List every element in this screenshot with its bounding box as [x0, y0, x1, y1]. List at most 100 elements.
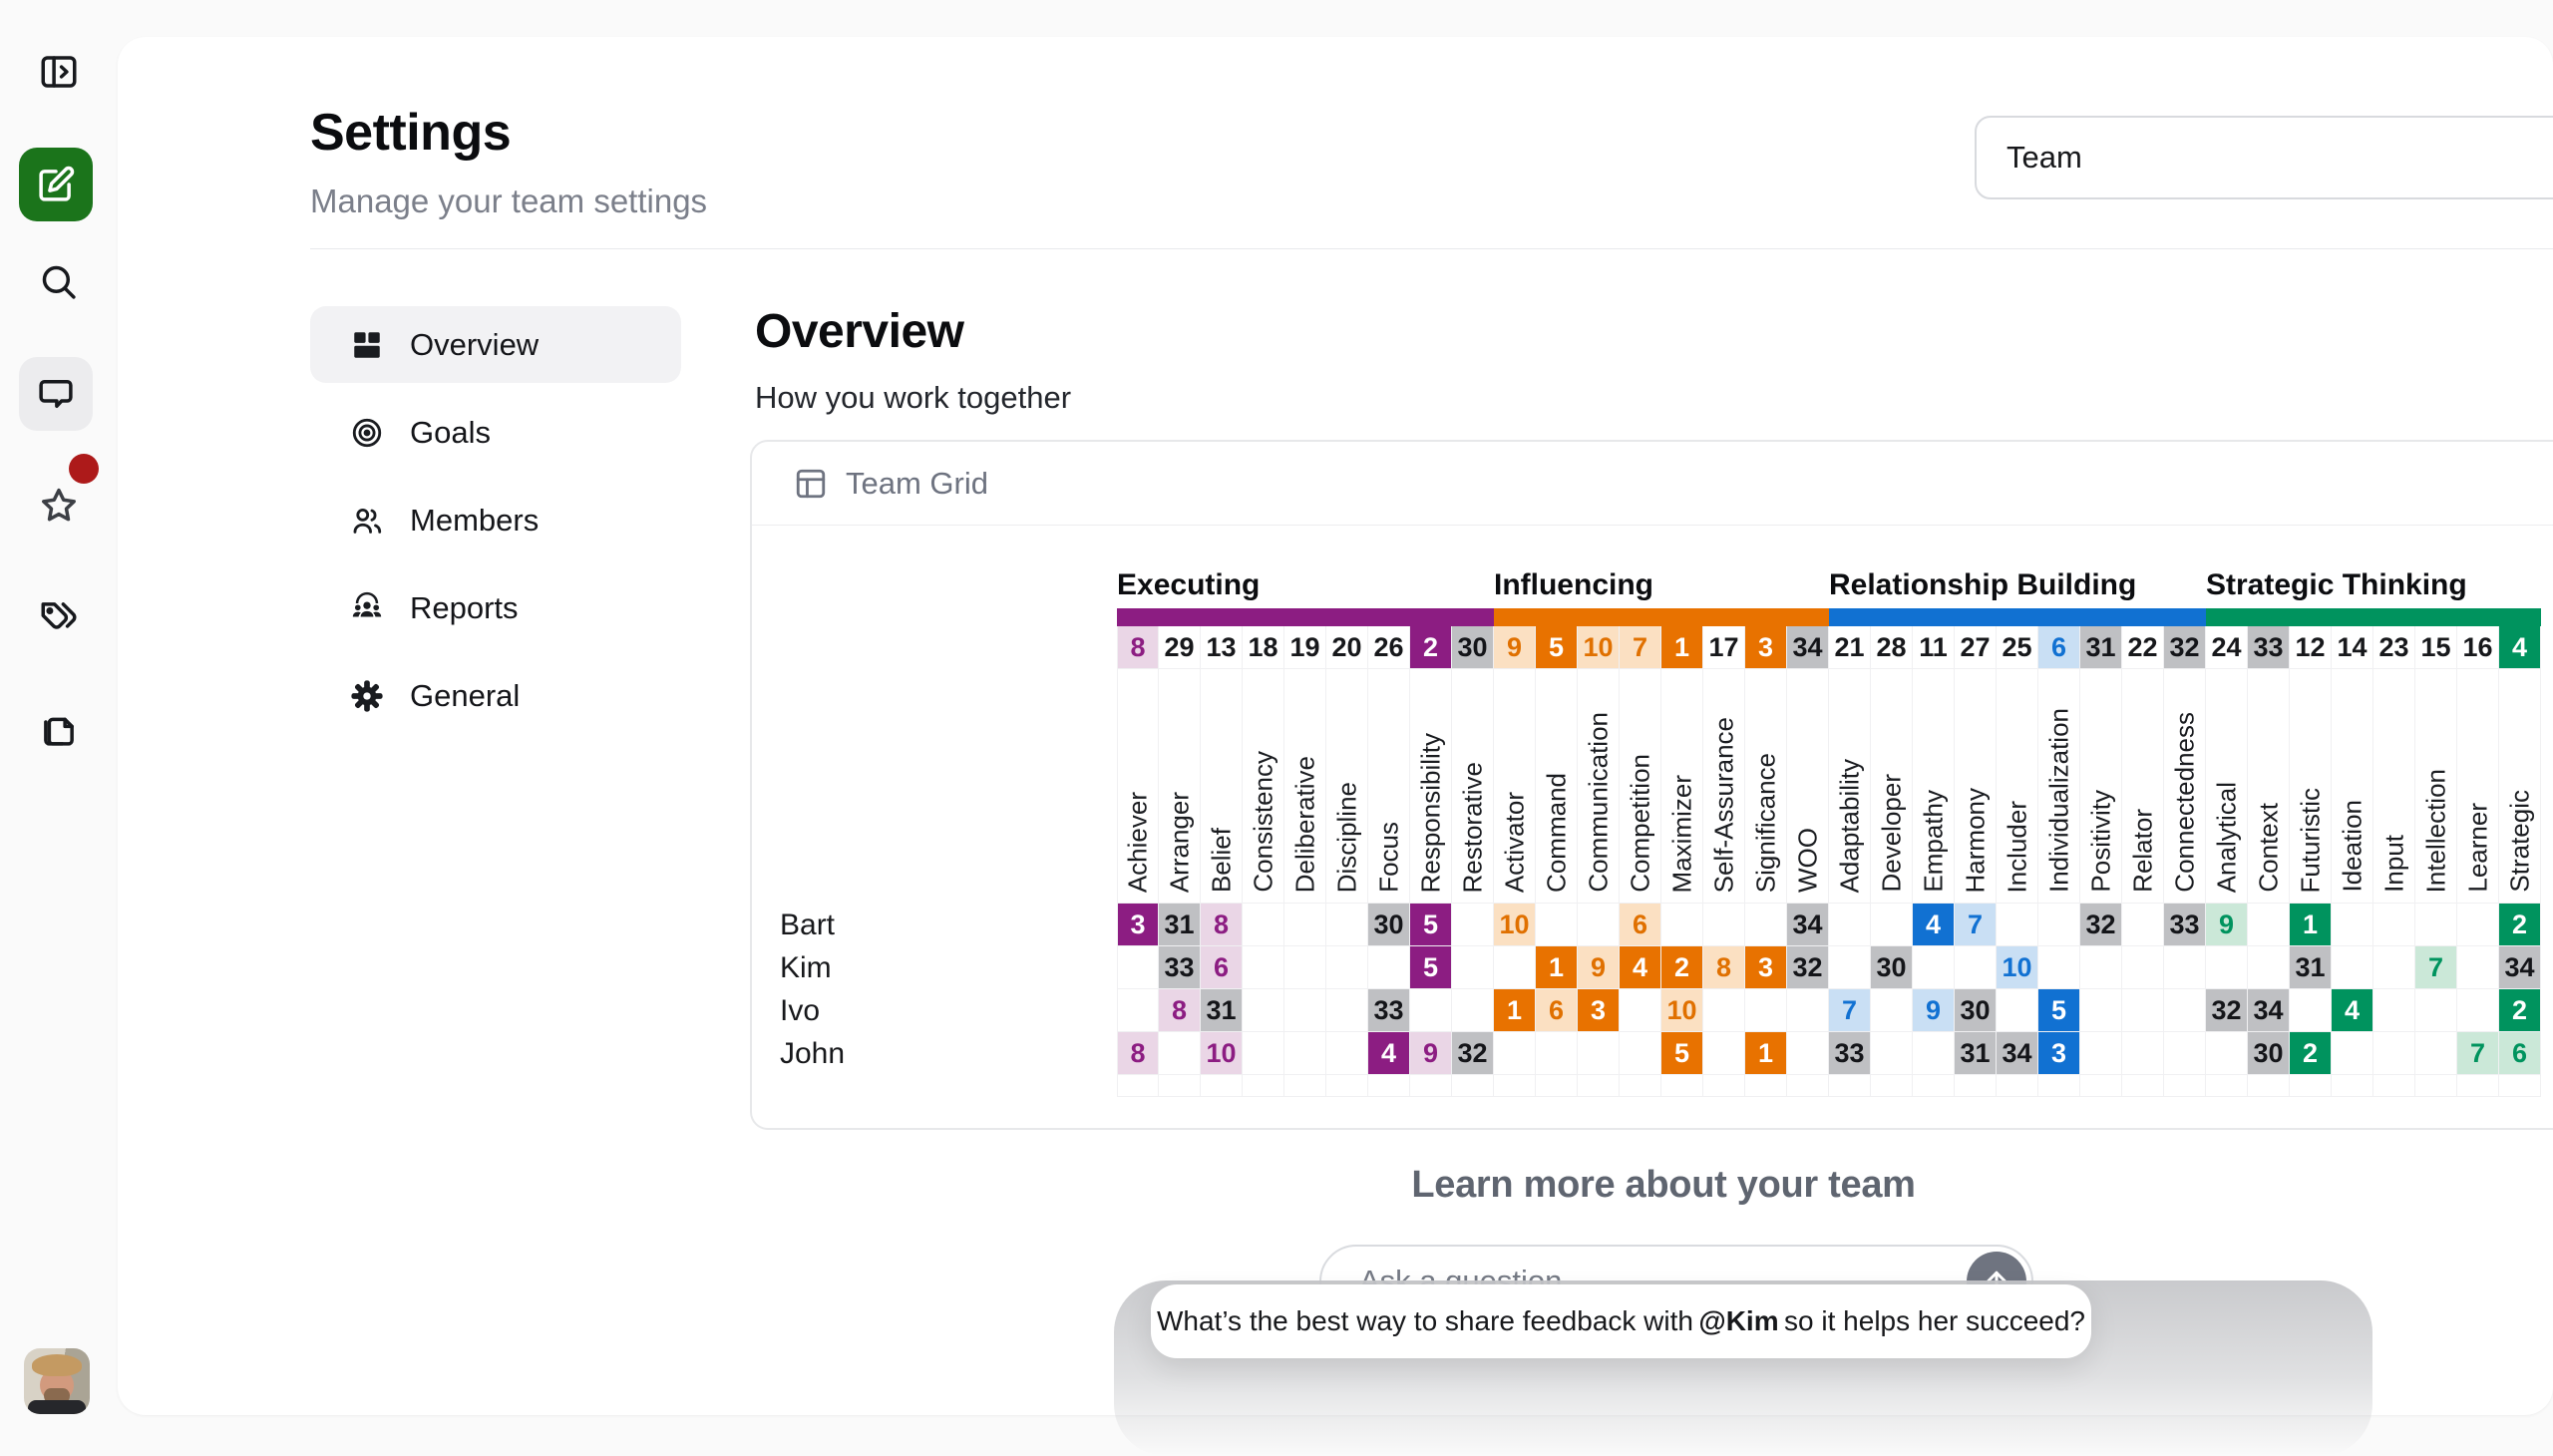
grid-cell: 1	[2290, 904, 2332, 946]
nav-item-members[interactable]: Members	[310, 482, 681, 558]
grid-cell: 30	[2248, 1032, 2290, 1075]
theme-label-cell: Input	[2373, 669, 2415, 904]
grid-cell	[1326, 946, 1368, 989]
grid-cell: 30	[1955, 989, 1997, 1032]
grid-cell: 4	[2332, 989, 2373, 1032]
grid-cell	[1661, 904, 1703, 946]
sidebar-toggle-icon[interactable]	[38, 51, 80, 93]
team-selector-value: Team	[2006, 140, 2082, 175]
nav-label: Members	[410, 502, 540, 538]
empty-cell	[1452, 1075, 1494, 1097]
theme-label: Achiever	[1122, 791, 1153, 893]
theme-label: Context	[2253, 803, 2283, 893]
learn-more-heading: Learn more about your team	[1411, 1164, 1916, 1206]
grid-cell: 7	[1829, 989, 1871, 1032]
theme-label: Responsibility	[1415, 732, 1445, 893]
section-subheading: How you work together	[755, 380, 1072, 415]
theme-label-cell: Belief	[1201, 669, 1243, 904]
nav-item-general[interactable]: General	[310, 657, 681, 734]
empty-cell	[2164, 1075, 2206, 1097]
user-avatar[interactable]	[24, 1348, 90, 1414]
avatar-cap	[32, 1354, 82, 1376]
trailing-row	[752, 1075, 2541, 1097]
people-group-icon	[352, 591, 382, 616]
theme-label-cell: Activator	[1494, 669, 1536, 904]
grid-cell: 33	[2164, 904, 2206, 946]
grid-cell	[2080, 946, 2122, 989]
summary-cell: 7	[1620, 626, 1661, 669]
theme-label-cell: Restorative	[1452, 669, 1494, 904]
grid-cell: 32	[1787, 946, 1829, 989]
grid-cell: 4	[1913, 904, 1955, 946]
team-grid-table: Executing Influencing Relationship Buildin…	[752, 568, 2541, 1097]
grid-cell	[1620, 989, 1661, 1032]
grid-cell	[2457, 904, 2499, 946]
theme-label: Competition	[1625, 754, 1654, 893]
nav-item-reports[interactable]: Reports	[310, 569, 681, 646]
grid-band-segment	[1494, 608, 1829, 626]
theme-label: Significance	[1750, 752, 1780, 893]
summary-cell: 21	[1829, 626, 1871, 669]
theme-label: Connectedness	[2169, 712, 2199, 893]
layout-grid-icon	[354, 331, 380, 358]
grid-cell	[2415, 989, 2457, 1032]
grid-cell: 2	[2290, 1032, 2332, 1075]
theme-label-cell: WOO	[1787, 669, 1829, 904]
grid-cell	[1243, 1032, 1284, 1075]
grid-cell	[1913, 1032, 1955, 1075]
nav-item-overview[interactable]: Overview	[310, 306, 681, 383]
star-icon[interactable]	[38, 485, 80, 527]
grid-cell	[1243, 989, 1284, 1032]
grid-cell	[1494, 1032, 1536, 1075]
empty-cell	[1494, 1075, 1536, 1097]
spacer	[752, 570, 1117, 608]
grid-cell: 31	[1201, 989, 1243, 1032]
page-subtitle: Manage your team settings	[310, 182, 708, 219]
grid-cell	[1494, 946, 1536, 989]
summary-cell: 18	[1243, 626, 1284, 669]
grid-cell	[1326, 1032, 1368, 1075]
grid-cell	[1117, 946, 1159, 989]
grid-cell	[1117, 989, 1159, 1032]
chat-tile[interactable]	[19, 357, 93, 431]
empty-cell	[1578, 1075, 1620, 1097]
main-card: Settings Manage your team settings Team …	[118, 37, 2553, 1415]
theme-label: Developer	[1876, 774, 1906, 893]
grid-cell: 32	[2080, 904, 2122, 946]
theme-label: Harmony	[1960, 787, 1990, 893]
theme-label-cell: Individualization	[2038, 669, 2080, 904]
grid-cell: 31	[1955, 1032, 1997, 1075]
member-row: John 8 10 4 9 32 5 1 33 31 34 3 30 2 7 6	[752, 1032, 2541, 1075]
copy-pages-icon[interactable]	[38, 708, 80, 750]
grid-group-label: Strategic Thinking	[2206, 568, 2467, 601]
search-icon[interactable]	[38, 261, 80, 303]
grid-cell	[2038, 946, 2080, 989]
grid-cell	[2080, 989, 2122, 1032]
team-selector-dropdown[interactable]: Team	[1975, 116, 2553, 199]
suggestion-bubble[interactable]: What’s the best way to share feedback wi…	[1151, 1284, 2091, 1358]
grid-cell	[2415, 904, 2457, 946]
theme-label: Discipline	[1331, 781, 1361, 893]
grid-cell: 9	[2206, 904, 2248, 946]
empty-cell	[2080, 1075, 2122, 1097]
theme-label: Adaptability	[1834, 758, 1864, 893]
grid-cell	[1159, 1032, 1201, 1075]
member-name: John	[780, 1036, 846, 1070]
grid-cell	[1703, 1032, 1745, 1075]
header-divider	[310, 248, 2553, 249]
empty-cell	[1284, 1075, 1326, 1097]
summary-cell: 6	[2038, 626, 2080, 669]
empty-cell	[2332, 1075, 2373, 1097]
grid-cell	[2206, 1032, 2248, 1075]
summary-cell: 19	[1284, 626, 1326, 669]
theme-label: Analytical	[2211, 781, 2241, 893]
nav-item-goals[interactable]: Goals	[310, 394, 681, 471]
member-name: Bart	[780, 908, 836, 941]
summary-cell: 8	[1117, 626, 1159, 669]
grid-group-label: Influencing	[1494, 568, 1653, 601]
tags-icon[interactable]	[38, 596, 80, 638]
grid-cell	[1452, 989, 1494, 1032]
compose-button[interactable]	[19, 148, 93, 221]
target-icon	[352, 418, 382, 447]
empty-cell	[1159, 1075, 1201, 1097]
